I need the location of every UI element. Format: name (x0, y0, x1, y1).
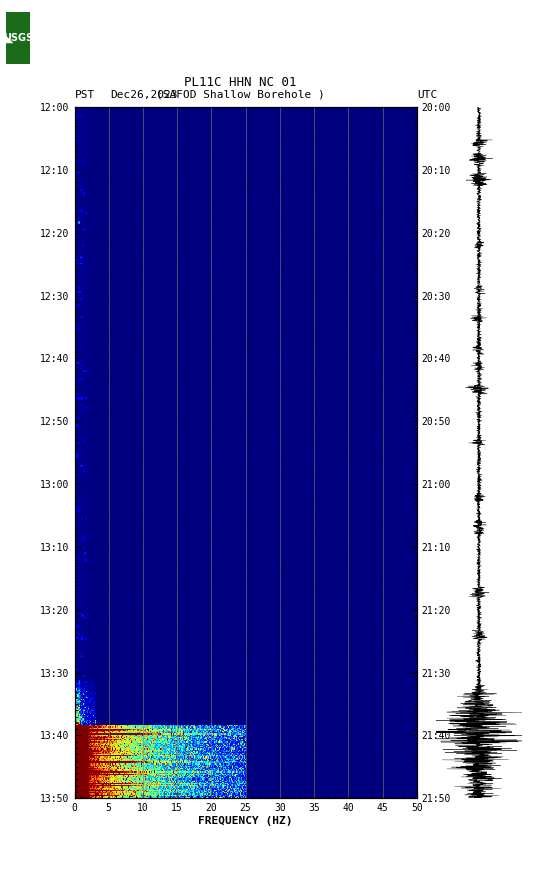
Text: (SAFOD Shallow Borehole ): (SAFOD Shallow Borehole ) (156, 90, 325, 100)
X-axis label: FREQUENCY (HZ): FREQUENCY (HZ) (198, 816, 293, 826)
Text: Dec26,2023: Dec26,2023 (110, 90, 178, 100)
Text: UTC: UTC (417, 90, 437, 100)
Text: ◣: ◣ (6, 33, 13, 44)
Text: PL11C HHN NC 01: PL11C HHN NC 01 (184, 76, 296, 89)
Text: PST: PST (75, 90, 95, 100)
Bar (6, 12, 30, 64)
Text: USGS: USGS (3, 33, 33, 44)
